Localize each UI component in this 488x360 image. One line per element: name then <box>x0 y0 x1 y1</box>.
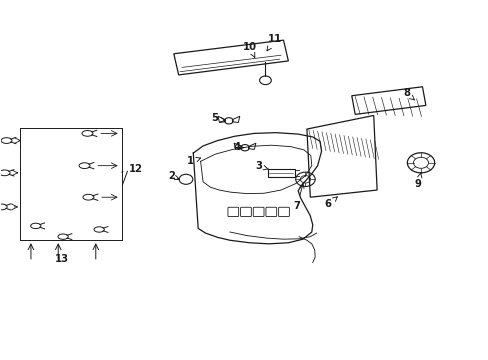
Text: 8: 8 <box>402 88 414 100</box>
Text: 4: 4 <box>233 142 243 152</box>
Text: 2: 2 <box>167 171 179 181</box>
Text: 11: 11 <box>266 35 281 51</box>
Text: 3: 3 <box>255 161 267 171</box>
Text: 10: 10 <box>242 42 256 57</box>
Bar <box>267 168 294 177</box>
Text: 6: 6 <box>324 197 337 210</box>
Text: 13: 13 <box>55 254 68 264</box>
Text: 5: 5 <box>210 113 224 123</box>
Text: 7: 7 <box>293 184 304 211</box>
Text: 12: 12 <box>122 163 142 174</box>
Text: 9: 9 <box>414 173 421 189</box>
Text: 1: 1 <box>187 156 200 166</box>
